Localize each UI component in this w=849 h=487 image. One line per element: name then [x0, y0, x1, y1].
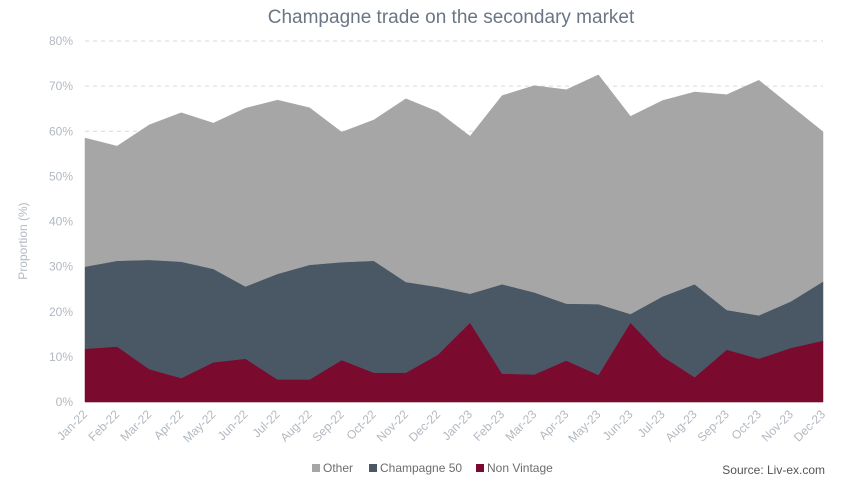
y-tick-label: 0% [56, 395, 74, 409]
y-tick-label: 30% [49, 260, 73, 274]
legend-swatch-non-vintage [476, 464, 484, 472]
x-tick-label: Jan-23 [439, 407, 475, 443]
legend-label-non-vintage: Non Vintage [487, 461, 553, 475]
legend-label-champagne-50: Champagne 50 [380, 461, 462, 475]
y-axis: 0% 10% 20% 30% 40% 50% 60% 70% 80% [49, 34, 73, 409]
x-tick-label: Feb-23 [470, 407, 507, 444]
x-tick-label: May-22 [180, 407, 218, 445]
x-tick-label: Aug-22 [277, 407, 314, 444]
x-tick-label: Jun-23 [600, 407, 636, 443]
x-tick-label: Mar-22 [118, 407, 155, 444]
x-tick-label: Oct-23 [729, 407, 765, 443]
x-tick-label: Sep-23 [695, 407, 732, 444]
x-tick-label: Oct-22 [344, 407, 380, 443]
y-tick-label: 20% [49, 305, 73, 319]
legend-swatch-other [312, 464, 320, 472]
x-tick-label: Nov-23 [759, 407, 796, 444]
source-note: Source: Liv-ex.com [722, 463, 825, 477]
y-tick-label: 40% [49, 215, 73, 229]
x-tick-label: Dec-23 [791, 407, 828, 444]
y-tick-label: 70% [49, 79, 73, 93]
y-axis-label: Proportion (%) [16, 202, 30, 279]
y-tick-label: 50% [49, 169, 73, 183]
x-tick-label: Feb-22 [85, 407, 122, 444]
x-tick-label: Jun-22 [215, 407, 251, 443]
y-tick-label: 60% [49, 124, 73, 138]
x-tick-label: Dec-22 [406, 407, 443, 444]
x-tick-label: May-23 [565, 407, 603, 445]
x-tick-label: Sep-22 [310, 407, 347, 444]
legend-label-other: Other [323, 461, 353, 475]
x-tick-label: Aug-23 [663, 407, 700, 444]
x-tick-label: Nov-22 [374, 407, 411, 444]
plot-area [84, 74, 824, 403]
x-tick-label: Mar-23 [503, 407, 540, 444]
chart-title: Champagne trade on the secondary market [268, 7, 635, 28]
y-tick-label: 10% [49, 350, 73, 364]
area-other [84, 74, 824, 316]
x-tick-label: Jan-22 [54, 407, 90, 443]
y-tick-label: 80% [49, 34, 73, 48]
legend: Other Champagne 50 Non Vintage [312, 461, 553, 475]
legend-swatch-champagne-50 [369, 464, 377, 472]
